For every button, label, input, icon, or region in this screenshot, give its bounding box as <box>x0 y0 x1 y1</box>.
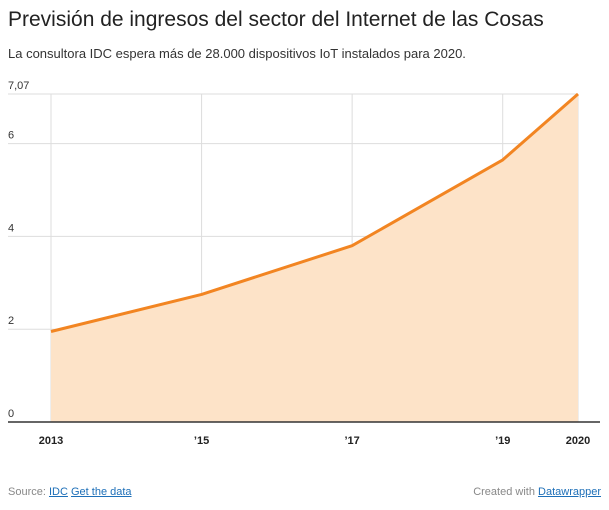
datawrapper-link[interactable]: Datawrapper <box>538 486 601 498</box>
x-tick-label: ’19 <box>495 435 510 447</box>
source-label: Source: <box>8 486 46 498</box>
y-tick-label: 6 <box>8 130 14 142</box>
series-line <box>50 92 579 333</box>
y-tick-label: 4 <box>8 222 14 234</box>
y-tick-label: 7,07 <box>8 80 29 92</box>
x-tick-label: 2013 <box>39 435 63 447</box>
y-tick-label: 0 <box>8 408 14 420</box>
source-link[interactable]: IDC <box>48 486 68 498</box>
y-tick-labels: 0 2 4 6 7,07 <box>8 80 29 420</box>
chart-subtitle: La consultora IDC espera más de 28.000 d… <box>8 46 466 61</box>
x-tick-label: ’15 <box>194 435 209 447</box>
x-tick-labels: 2013 ’15 ’17 ’19 2020 <box>39 435 590 447</box>
credit-label: Created with <box>473 486 535 498</box>
x-tick-label: ’17 <box>344 435 359 447</box>
footer-credit: Created with Datawrapper <box>473 486 601 498</box>
footer-source: Source: IDC Get the data <box>8 486 132 498</box>
chart-title: Previsión de ingresos del sector del Int… <box>8 8 544 31</box>
x-tick-label: 2020 <box>566 435 590 447</box>
y-tick-label: 2 <box>8 315 14 327</box>
get-data-link[interactable]: Get the data <box>71 486 132 498</box>
